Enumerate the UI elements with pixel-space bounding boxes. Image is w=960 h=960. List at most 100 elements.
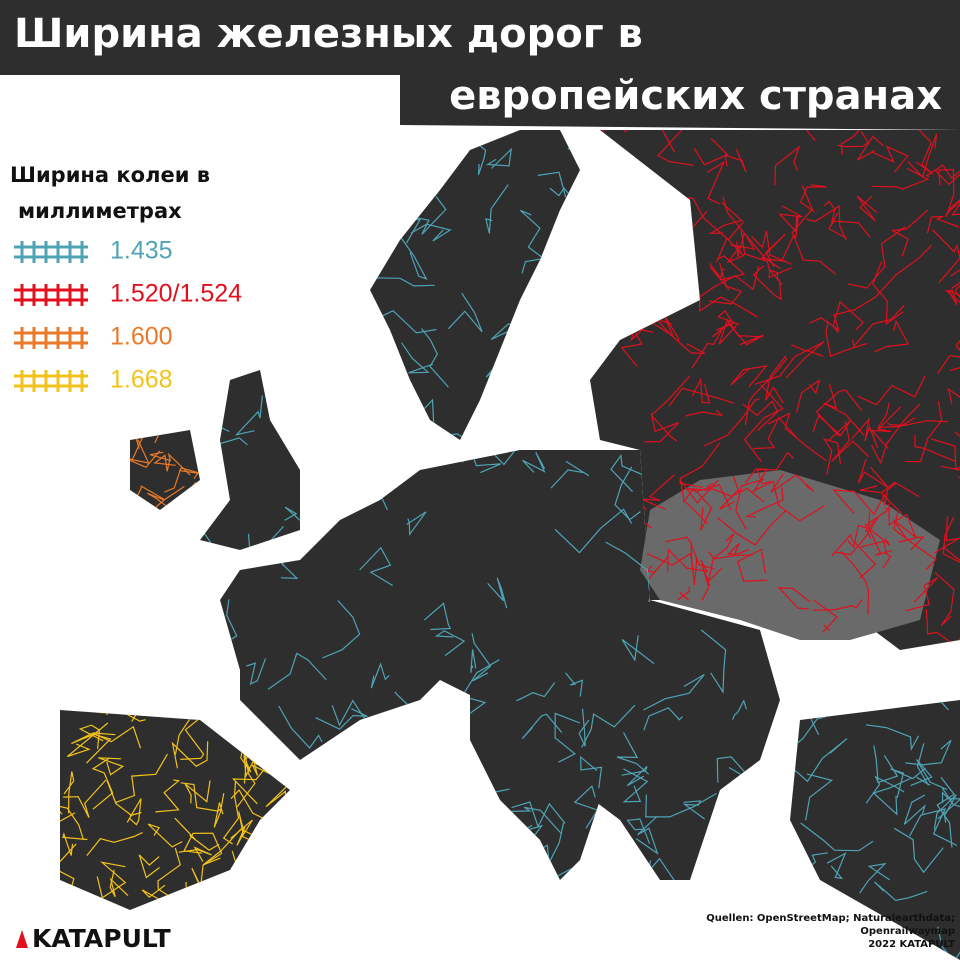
rail-line	[644, 413, 680, 443]
rail-line	[697, 855, 721, 893]
title-line: европейских странах	[449, 73, 942, 119]
legend-label: 1.435	[110, 237, 173, 265]
rail-line	[933, 794, 957, 830]
rail-line	[95, 690, 151, 706]
rail-line	[685, 409, 724, 417]
rail-line	[138, 854, 160, 879]
rail-line	[141, 884, 167, 904]
rail-line	[724, 148, 747, 173]
rail-line	[131, 710, 166, 722]
rail-line	[578, 708, 590, 747]
legend-item: 1.435	[14, 237, 173, 265]
rail-line	[870, 403, 921, 465]
rail-line	[522, 452, 546, 473]
rail-line	[228, 878, 248, 910]
rail-line	[436, 433, 471, 463]
rail-line	[893, 827, 944, 874]
rail-line	[679, 442, 721, 524]
rail-line	[693, 138, 729, 166]
rail-line	[590, 236, 617, 255]
rail-line	[760, 233, 787, 268]
rail-line	[236, 205, 283, 264]
rail-line	[753, 416, 797, 450]
rail-line	[622, 768, 649, 803]
rail-line	[871, 145, 909, 173]
rail-line	[71, 733, 112, 764]
rail-line	[91, 757, 114, 810]
rail-line	[487, 577, 508, 609]
rail-line	[278, 705, 323, 749]
rail-line	[485, 147, 513, 169]
legend-label: 1.520/1.524	[110, 280, 242, 308]
rail-line	[777, 644, 794, 686]
rail-line	[586, 833, 616, 848]
rail-line	[78, 724, 104, 749]
ukraine	[640, 470, 940, 640]
rail-line	[627, 247, 685, 280]
rail-line	[700, 629, 727, 695]
rail-line	[774, 145, 801, 186]
rail-line	[550, 460, 590, 489]
rail-line	[423, 602, 452, 631]
sources: Quellen: OpenStreetMap; Naturalearthdata…	[706, 913, 955, 924]
rail-line	[303, 155, 338, 199]
rail-line	[873, 881, 928, 902]
rail-line	[746, 487, 784, 518]
rail-line	[781, 233, 837, 275]
rail-line	[831, 534, 877, 579]
rail-line	[859, 481, 920, 498]
rail-line	[924, 657, 947, 703]
rail-line	[806, 205, 847, 241]
rail-line	[343, 936, 363, 960]
rail-line	[857, 375, 926, 406]
rail-line	[153, 454, 176, 472]
rail-line	[626, 818, 651, 844]
legend-item: 1.520/1.524	[14, 280, 242, 308]
rail-line	[610, 453, 647, 493]
rail-line	[581, 704, 636, 748]
rail-line	[180, 901, 206, 910]
rail-line	[907, 133, 938, 179]
rail-line	[827, 220, 871, 239]
rail-line	[944, 195, 960, 216]
rail-line	[573, 785, 599, 829]
rail-line	[149, 451, 191, 476]
rail-line	[799, 184, 827, 213]
rail-line	[174, 817, 220, 851]
rail-line	[709, 255, 746, 281]
rail-line	[643, 673, 705, 711]
rail-line	[716, 309, 740, 331]
rail-line	[370, 662, 390, 689]
rail-line	[410, 223, 452, 242]
rail-line	[862, 662, 899, 682]
rail-line	[341, 156, 373, 178]
rail-line	[415, 725, 452, 752]
rail-line	[936, 776, 956, 848]
rail-line	[946, 289, 960, 306]
rail-line	[213, 793, 225, 828]
rail-line	[732, 699, 748, 720]
rail-line	[825, 635, 843, 650]
rail-line	[590, 408, 593, 433]
rail-line	[433, 764, 464, 788]
rail-line	[200, 547, 214, 594]
rail-line	[942, 516, 960, 567]
rail-line	[565, 672, 584, 697]
rail-line	[782, 639, 811, 650]
rail-line	[751, 230, 792, 265]
rail-line	[384, 188, 401, 241]
rail-line	[825, 320, 867, 358]
rail-line	[642, 215, 688, 240]
rail-line	[881, 482, 903, 515]
legend-item: 1.600	[14, 323, 173, 351]
rail-line	[180, 782, 222, 812]
rail-line	[715, 237, 745, 264]
rail-line	[909, 808, 958, 847]
rail-line	[322, 600, 361, 659]
rail-line	[703, 398, 760, 447]
rail-line	[730, 365, 768, 388]
rail-line	[621, 635, 655, 665]
rail-line	[106, 780, 142, 817]
rail-line	[815, 389, 863, 437]
rail-line	[256, 860, 290, 905]
